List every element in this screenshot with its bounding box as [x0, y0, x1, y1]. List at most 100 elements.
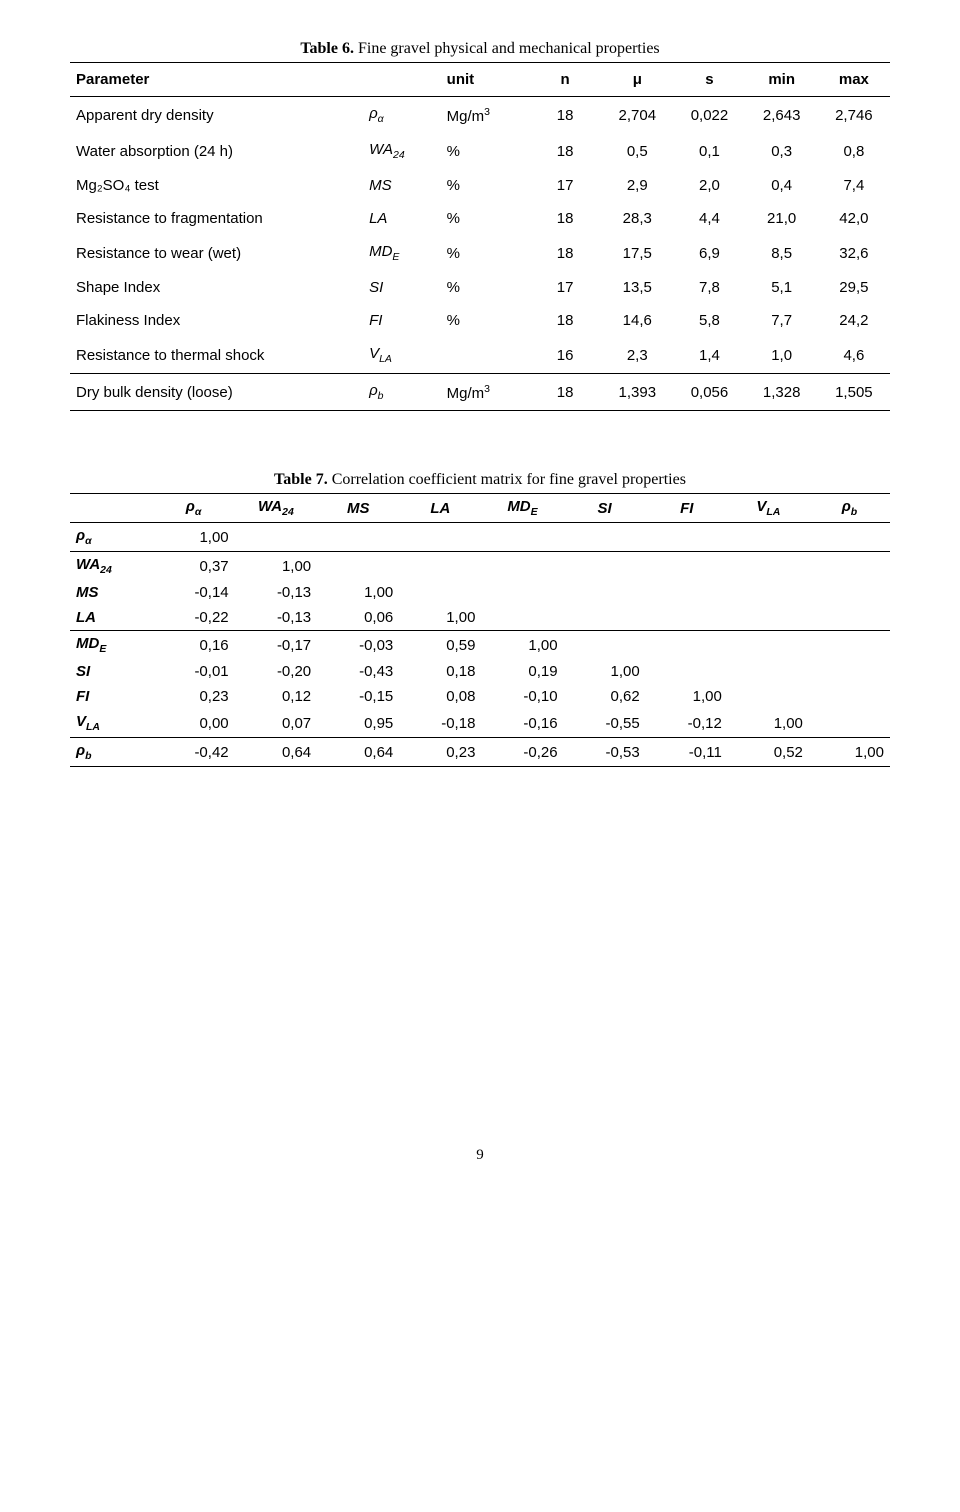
cell: 0,08 — [399, 684, 481, 709]
cell-mu: 1,393 — [601, 374, 673, 411]
table-row: VLA0,000,070,95-0,18-0,16-0,55-0,121,00 — [70, 709, 890, 738]
cell-unit: % — [441, 133, 529, 169]
cell: 0,23 — [153, 684, 235, 709]
cell-min: 1,328 — [746, 374, 818, 411]
col-min: min — [746, 63, 818, 97]
cell-n: 18 — [529, 374, 601, 411]
cell-mu: 14,6 — [601, 304, 673, 337]
cell: -0,18 — [399, 709, 481, 738]
table-row: SI-0,01-0,20-0,430,180,191,00 — [70, 659, 890, 684]
table-row: ρα1,00 — [70, 523, 890, 552]
col-head: FI — [646, 494, 728, 523]
cell: -0,43 — [317, 659, 399, 684]
table-row: Shape IndexSI%1713,57,85,129,5 — [70, 271, 890, 304]
cell-param: Dry bulk density (loose) — [70, 374, 363, 411]
cell-n: 18 — [529, 304, 601, 337]
col-blank — [70, 494, 153, 523]
cell — [317, 523, 399, 552]
cell — [317, 552, 399, 581]
cell-max: 4,6 — [818, 337, 890, 374]
cell: 0,18 — [399, 659, 481, 684]
cell: 0,07 — [235, 709, 318, 738]
col-head: WA24 — [235, 494, 318, 523]
cell — [728, 605, 809, 631]
cell: -0,13 — [235, 605, 318, 631]
cell-min: 21,0 — [746, 202, 818, 235]
row-head: SI — [70, 659, 153, 684]
cell-param: Mg₂SO₄ test — [70, 169, 363, 202]
cell — [646, 552, 728, 581]
cell-mu: 28,3 — [601, 202, 673, 235]
row-head: LA — [70, 605, 153, 631]
cell-s: 6,9 — [673, 235, 745, 271]
cell-n: 17 — [529, 271, 601, 304]
cell-mu: 2,3 — [601, 337, 673, 374]
cell — [809, 552, 890, 581]
cell-unit: % — [441, 169, 529, 202]
cell — [809, 605, 890, 631]
col-head: ρα — [153, 494, 235, 523]
cell-param: Resistance to thermal shock — [70, 337, 363, 374]
cell-mu: 2,704 — [601, 97, 673, 134]
cell-n: 16 — [529, 337, 601, 374]
cell-mu: 13,5 — [601, 271, 673, 304]
cell: -0,26 — [481, 738, 563, 767]
cell-param: Resistance to wear (wet) — [70, 235, 363, 271]
table-row: Apparent dry densityραMg/m3182,7040,0222… — [70, 97, 890, 134]
cell-s: 5,8 — [673, 304, 745, 337]
cell — [564, 523, 646, 552]
col-n: n — [529, 63, 601, 97]
col-head: SI — [564, 494, 646, 523]
col-parameter: Parameter — [70, 63, 363, 97]
table-row: Dry bulk density (loose)ρbMg/m3181,3930,… — [70, 374, 890, 411]
cell: 0,64 — [235, 738, 318, 767]
cell — [235, 523, 318, 552]
cell-max: 1,505 — [818, 374, 890, 411]
cell — [809, 659, 890, 684]
col-head: MDE — [481, 494, 563, 523]
cell — [481, 552, 563, 581]
row-head: ρα — [70, 523, 153, 552]
cell-max: 2,746 — [818, 97, 890, 134]
cell — [646, 605, 728, 631]
cell-min: 5,1 — [746, 271, 818, 304]
cell — [809, 523, 890, 552]
table-row: ρb-0,420,640,640,23-0,26-0,53-0,110,521,… — [70, 738, 890, 767]
cell-s: 1,4 — [673, 337, 745, 374]
cell: -0,03 — [317, 631, 399, 660]
cell — [809, 709, 890, 738]
table6-title-bold: Table 6. — [300, 40, 354, 57]
cell: -0,22 — [153, 605, 235, 631]
cell-min: 8,5 — [746, 235, 818, 271]
cell-mu: 2,9 — [601, 169, 673, 202]
col-s: s — [673, 63, 745, 97]
cell: 1,00 — [153, 523, 235, 552]
table-row: MS-0,14-0,131,00 — [70, 580, 890, 605]
cell — [399, 580, 481, 605]
cell-param: Flakiness Index — [70, 304, 363, 337]
table-row: FI0,230,12-0,150,08-0,100,621,00 — [70, 684, 890, 709]
cell: 1,00 — [235, 552, 318, 581]
cell — [564, 552, 646, 581]
cell — [728, 631, 809, 660]
table6-title: Table 6. Fine gravel physical and mechan… — [70, 40, 890, 58]
col-head: LA — [399, 494, 481, 523]
cell: 0,12 — [235, 684, 318, 709]
row-head: MS — [70, 580, 153, 605]
cell-min: 7,7 — [746, 304, 818, 337]
table-row: Resistance to fragmentationLA%1828,34,42… — [70, 202, 890, 235]
cell-symbol: LA — [363, 202, 441, 235]
cell: -0,42 — [153, 738, 235, 767]
cell-max: 0,8 — [818, 133, 890, 169]
table7-header-row: ραWA24MSLAMDESIFIVLAρb — [70, 494, 890, 523]
table-row: Water absorption (24 h)WA24%180,50,10,30… — [70, 133, 890, 169]
cell — [809, 631, 890, 660]
cell-max: 7,4 — [818, 169, 890, 202]
cell: 1,00 — [646, 684, 728, 709]
row-head: WA24 — [70, 552, 153, 581]
cell — [646, 580, 728, 605]
col-max: max — [818, 63, 890, 97]
cell-n: 18 — [529, 235, 601, 271]
cell-max: 32,6 — [818, 235, 890, 271]
cell — [646, 659, 728, 684]
